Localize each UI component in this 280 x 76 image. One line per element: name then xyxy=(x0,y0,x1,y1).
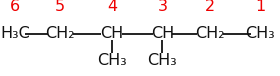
Text: H₃C: H₃C xyxy=(1,26,30,41)
Text: CH₂: CH₂ xyxy=(195,26,225,41)
Text: CH₃: CH₃ xyxy=(97,53,127,68)
Text: 3: 3 xyxy=(157,0,167,14)
Text: CH₂: CH₂ xyxy=(45,26,75,41)
Text: 5: 5 xyxy=(55,0,65,14)
Text: CH₃: CH₃ xyxy=(148,53,177,68)
Text: 2: 2 xyxy=(205,0,215,14)
Text: 1: 1 xyxy=(255,0,265,14)
Text: CH: CH xyxy=(100,26,124,41)
Text: 4: 4 xyxy=(107,0,117,14)
Text: CH: CH xyxy=(151,26,174,41)
Text: CH₃: CH₃ xyxy=(246,26,275,41)
Text: 6: 6 xyxy=(10,0,20,14)
